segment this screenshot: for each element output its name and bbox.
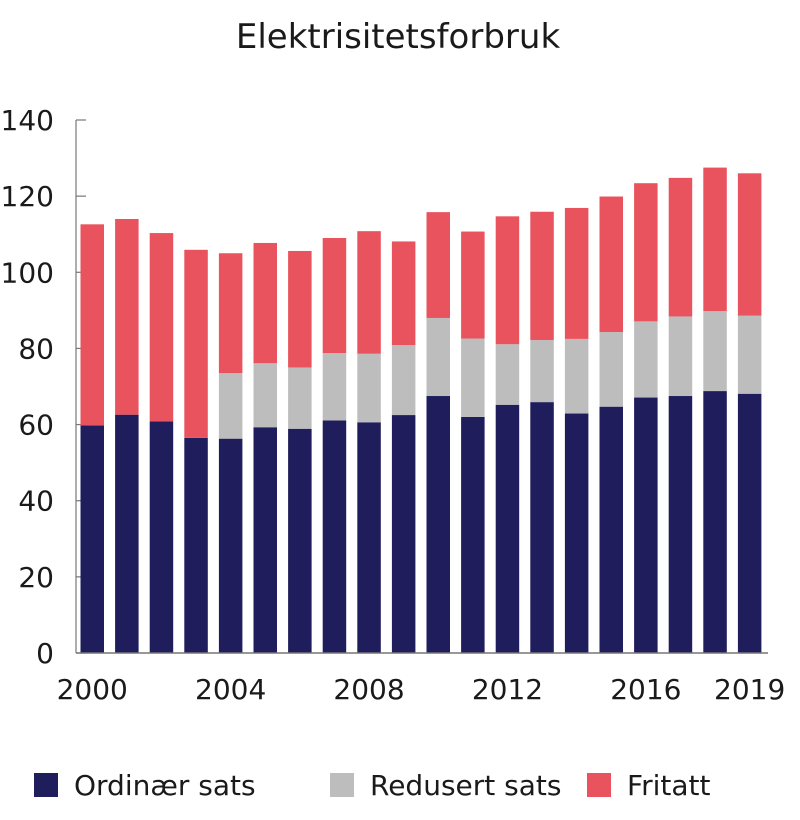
bar-ordin-r-sats-2007 (322, 420, 347, 653)
bar-ordin-r-sats-2009 (391, 415, 416, 653)
legend-label: Redusert sats (370, 769, 561, 802)
y-tick-label: 140 (1, 104, 54, 137)
y-tick-label: 60 (18, 409, 54, 442)
bar-fritatt-2008 (357, 231, 381, 354)
bar-ordin-r-sats-2017 (668, 396, 693, 653)
bar-ordin-r-sats-2003 (184, 437, 208, 653)
bar-redusert-sats-2008 (357, 353, 381, 423)
bar-redusert-sats-2016 (634, 321, 658, 398)
bar-redusert-sats-2009 (391, 345, 416, 416)
y-tick-label: 40 (18, 485, 54, 518)
y-tick-label: 100 (1, 256, 54, 289)
bar-redusert-sats-2011 (461, 338, 485, 417)
bar-redusert-sats-2017 (668, 316, 693, 397)
bar-fritatt-2001 (115, 218, 139, 415)
x-tick-label: 2012 (472, 673, 543, 706)
bar-ordin-r-sats-2014 (564, 413, 589, 653)
bar-fritatt-2011 (461, 231, 485, 339)
bar-ordin-r-sats-2002 (149, 421, 174, 653)
bar-ordin-r-sats-2001 (115, 414, 139, 653)
bar-ordin-r-sats-2010 (426, 396, 450, 653)
bar-ordin-r-sats-2004 (218, 438, 243, 653)
bar-fritatt-2010 (426, 212, 450, 318)
legend-swatch (34, 773, 58, 797)
bar-ordin-r-sats-2006 (288, 428, 312, 653)
bar-fritatt-2004 (218, 253, 243, 374)
bar-fritatt-2009 (391, 241, 416, 346)
bar-fritatt-2013 (530, 211, 554, 341)
bar-fritatt-2000 (80, 224, 104, 426)
y-tick-label: 120 (1, 180, 54, 213)
y-axis: 0 20 40 60 80 100 120 140 (1, 104, 86, 670)
x-axis: 2000 2004 2008 2012 2016 2019 (57, 652, 785, 706)
bar-redusert-sats-2018 (703, 311, 727, 392)
legend-label: Ordinær sats (74, 769, 256, 802)
bar-ordin-r-sats-2015 (599, 406, 623, 653)
y-tick-label: 80 (18, 332, 54, 365)
legend-label: Fritatt (627, 769, 710, 802)
bar-redusert-sats-2006 (288, 367, 312, 429)
bar-redusert-sats-2007 (322, 352, 347, 421)
y-tick-label: 0 (36, 637, 54, 670)
bar-redusert-sats-2005 (253, 363, 277, 428)
bar-redusert-sats-2013 (530, 340, 554, 403)
bar-ordin-r-sats-2018 (703, 391, 727, 653)
bar-ordin-r-sats-2016 (634, 397, 658, 653)
bar-ordin-r-sats-2019 (737, 393, 762, 653)
bar-fritatt-2006 (288, 250, 312, 368)
x-tick-label: 2019 (714, 673, 785, 706)
x-tick-label: 2008 (333, 673, 404, 706)
legend-swatch (330, 773, 354, 797)
bar-redusert-sats-2015 (599, 332, 623, 407)
bar-ordin-r-sats-2005 (253, 427, 277, 653)
bars (80, 167, 762, 653)
bar-fritatt-2003 (184, 249, 208, 438)
x-tick-label: 2004 (195, 673, 266, 706)
bar-ordin-r-sats-2012 (495, 404, 520, 653)
bar-ordin-r-sats-2013 (530, 402, 554, 653)
chart-title: Elektrisitetsforbruk (236, 17, 561, 57)
bar-fritatt-2017 (668, 177, 693, 317)
bar-fritatt-2002 (149, 233, 174, 422)
bar-fritatt-2007 (322, 238, 347, 353)
bar-fritatt-2014 (564, 207, 589, 339)
bar-fritatt-2005 (253, 242, 277, 364)
bar-fritatt-2012 (495, 216, 520, 345)
bar-ordin-r-sats-2008 (357, 422, 381, 653)
legend: Ordinær sats Redusert sats Fritatt (34, 769, 710, 802)
bar-fritatt-2015 (599, 196, 623, 333)
bar-ordin-r-sats-2011 (461, 416, 485, 653)
bar-fritatt-2019 (737, 173, 762, 316)
bar-redusert-sats-2010 (426, 317, 450, 397)
bar-fritatt-2016 (634, 183, 658, 322)
bar-fritatt-2018 (703, 167, 727, 312)
bar-ordin-r-sats-2000 (80, 425, 104, 653)
x-tick-label: 2016 (610, 673, 681, 706)
y-tick-label: 20 (18, 561, 54, 594)
legend-swatch (587, 773, 611, 797)
x-tick-label: 2000 (57, 673, 128, 706)
bar-redusert-sats-2019 (737, 315, 762, 394)
bar-redusert-sats-2004 (218, 373, 243, 439)
bar-redusert-sats-2012 (495, 344, 520, 405)
bar-redusert-sats-2014 (564, 338, 589, 414)
